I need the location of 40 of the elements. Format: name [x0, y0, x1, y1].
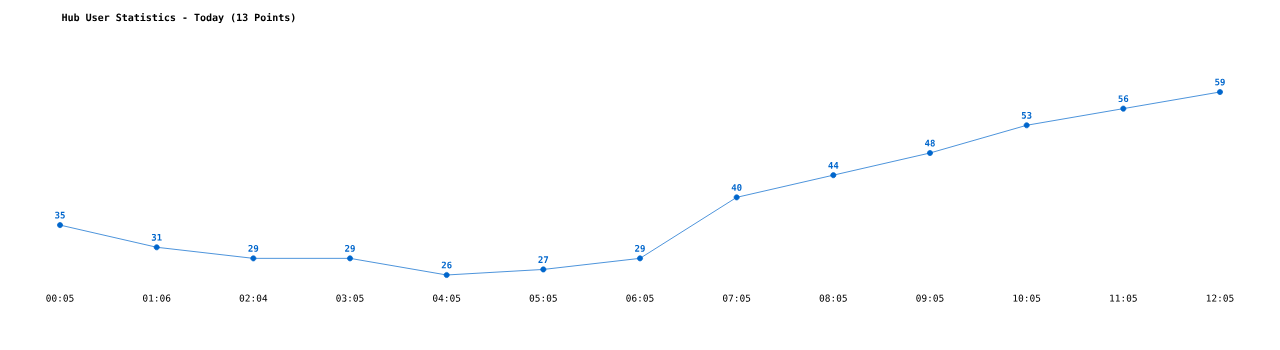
x-tick-label: 01:06	[143, 294, 171, 302]
data-label: 44	[828, 162, 839, 169]
point	[733, 194, 740, 201]
x-tick-label: 00:05	[46, 294, 74, 302]
x-tick-label: 02:04	[239, 294, 268, 302]
point	[250, 255, 257, 262]
x-tick-label: 12:05	[1206, 294, 1234, 302]
point	[1023, 122, 1030, 129]
point	[347, 255, 353, 262]
point	[540, 266, 547, 273]
x-tick-label: 03:05	[336, 294, 364, 302]
data-label: 35	[55, 211, 65, 219]
x-tick-label: 08:05	[819, 294, 847, 302]
point	[57, 222, 63, 229]
data-label: 29	[345, 244, 355, 252]
data-label: 31	[151, 233, 162, 241]
data-label: 53	[1021, 111, 1032, 119]
point	[927, 150, 933, 156]
point	[443, 272, 450, 278]
x-tick-label: 04:05	[432, 294, 461, 302]
x-tick-label: 09:05	[916, 294, 944, 302]
x-tick-label: 06:05	[626, 294, 654, 302]
data-label: 59	[1215, 78, 1225, 86]
point	[830, 172, 837, 179]
x-tick-label: 10:05	[1013, 294, 1041, 302]
data-label: 56	[1118, 95, 1129, 103]
data-label: 48	[925, 139, 935, 147]
data-label: 29	[248, 244, 259, 252]
data-label: 40	[731, 184, 742, 191]
x-tick-label: 05:05	[529, 294, 557, 302]
point	[1217, 89, 1223, 95]
point	[637, 255, 643, 262]
point	[153, 244, 160, 251]
data-label: 26	[441, 261, 452, 269]
x-tick-label: 07:05	[722, 294, 751, 302]
chart-title: Hub User Statistics - Today (13 Points)	[62, 12, 295, 24]
data-label: 27	[538, 256, 549, 263]
point	[1120, 105, 1127, 112]
data-label: 29	[635, 244, 645, 252]
x-tick-label: 11:05	[1110, 294, 1137, 302]
